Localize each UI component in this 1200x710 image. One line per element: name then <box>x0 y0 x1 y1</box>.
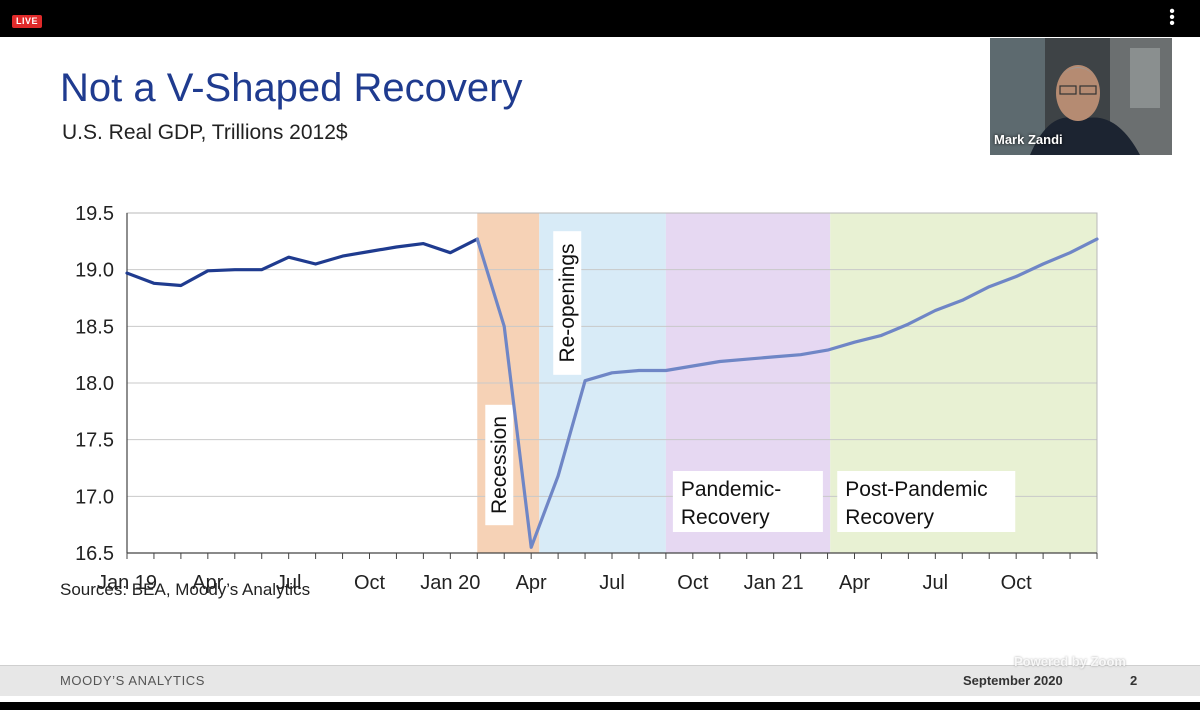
page-number: 2 <box>1130 673 1138 688</box>
series-line-history <box>125 237 479 288</box>
speaker-video-frame <box>990 38 1172 155</box>
slide-footer: MOODY’S ANALYTICS September 2020 2 <box>0 665 1200 696</box>
x-tick-label: Oct <box>1001 572 1033 594</box>
phase-label-box-2 <box>672 471 823 532</box>
speaker-video-tile[interactable]: Mark Zandi <box>990 38 1172 155</box>
stream-top-bar: LIVE • • • <box>0 0 1200 37</box>
phase-label-box-3 <box>837 471 1016 532</box>
x-tick-label: Jul <box>276 572 302 594</box>
phase-label-box-0 <box>485 404 514 526</box>
x-tick-label: Apr <box>192 572 223 594</box>
x-tick-label: Apr <box>516 572 547 594</box>
stream-bottom-strip <box>0 702 1200 710</box>
phase-label-line: Recovery <box>845 506 934 529</box>
y-tick-label: 18.0 <box>75 373 114 395</box>
footer-date: September 2020 <box>963 673 1063 688</box>
y-tick-label: 18.5 <box>75 316 114 338</box>
y-tick-label: 16.5 <box>75 543 114 565</box>
phase-label: Re-openings <box>556 243 579 362</box>
sources-note: Sources: BEA, Moody’s Analytics <box>60 580 311 599</box>
phase-label-line: Post-Pandemic <box>845 478 987 501</box>
x-tick-label: Jan 19 <box>97 572 157 594</box>
y-tick-label: 17.0 <box>75 486 114 508</box>
x-tick-label: Jan 21 <box>744 572 804 594</box>
phase-label-box-1 <box>553 231 582 375</box>
phase-label-line: Recovery <box>681 506 770 529</box>
y-tick-label: 17.5 <box>75 430 114 452</box>
x-tick-label: Oct <box>677 572 709 594</box>
y-tick-label: 19.5 <box>75 203 114 225</box>
speaker-name: Mark Zandi <box>994 132 1063 147</box>
phase-label-line: Pandemic- <box>681 478 781 501</box>
x-tick-label: Jan 20 <box>420 572 480 594</box>
x-tick-label: Oct <box>354 572 386 594</box>
chart-subtitle: U.S. Real GDP, Trillions 2012$ <box>62 121 348 144</box>
x-tick-label: Apr <box>839 572 870 594</box>
x-tick-label: Jul <box>923 572 949 594</box>
zoom-watermark: Powered by Zoom <box>1014 654 1126 669</box>
live-badge: LIVE <box>12 15 43 28</box>
slide-title: Not a V-Shaped Recovery <box>60 66 523 110</box>
more-options-icon[interactable]: • • • <box>1169 3 1175 32</box>
footer-brand: MOODY’S ANALYTICS <box>60 673 206 688</box>
y-tick-label: 19.0 <box>75 260 114 282</box>
phase-label: Recession <box>488 416 511 514</box>
series-line-forecast <box>475 237 1099 549</box>
x-tick-label: Jul <box>599 572 625 594</box>
